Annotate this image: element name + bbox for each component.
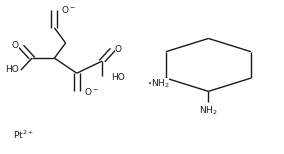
Text: NH$_2$: NH$_2$ <box>199 105 218 118</box>
Text: HO: HO <box>5 65 18 74</box>
Text: O: O <box>115 45 122 54</box>
Text: O$^-$: O$^-$ <box>84 86 99 97</box>
Text: NH$_2$: NH$_2$ <box>151 78 169 90</box>
Text: Pt$^{2+}$: Pt$^{2+}$ <box>13 128 34 141</box>
Text: O$^-$: O$^-$ <box>61 4 76 15</box>
Text: HO: HO <box>111 73 125 82</box>
Text: O: O <box>12 41 18 51</box>
